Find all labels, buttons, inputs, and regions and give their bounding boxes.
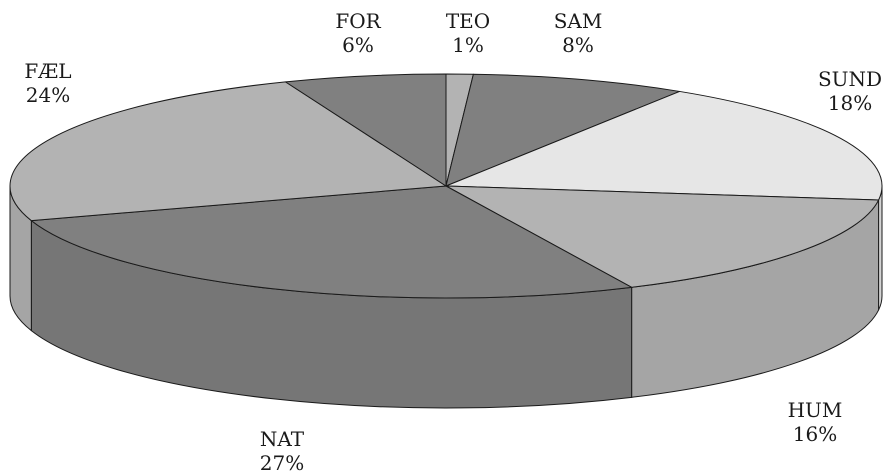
pie-slice-nat: [30, 185, 633, 299]
slice-label-fæl: FÆL: [24, 59, 71, 83]
pie-top: [9, 73, 883, 299]
slice-label-hum: HUM: [788, 398, 843, 422]
slice-value-hum: 16%: [793, 422, 837, 446]
slice-label-nat: NAT: [260, 427, 305, 451]
slice-value-sund: 18%: [828, 91, 872, 115]
slice-value-fæl: 24%: [26, 83, 70, 107]
slice-value-nat: 27%: [260, 451, 304, 471]
slice-value-for: 6%: [342, 33, 374, 57]
slice-label-for: FOR: [335, 9, 381, 33]
slice-value-teo: 1%: [452, 33, 484, 57]
pie-sides: [9, 185, 883, 409]
pie-slice-sund: [445, 90, 883, 201]
slice-label-sam: SAM: [554, 9, 603, 33]
pie-slice-sam: [445, 73, 681, 187]
pie-slice-fæl: [9, 81, 447, 222]
pie-side-sund: [878, 185, 883, 311]
slice-label-sund: SUND: [818, 67, 882, 91]
pie-slice-for: [284, 73, 447, 187]
slice-label-teo: TEO: [446, 9, 490, 33]
slice-value-sam: 8%: [562, 33, 594, 57]
pie-slice-hum: [445, 185, 880, 288]
